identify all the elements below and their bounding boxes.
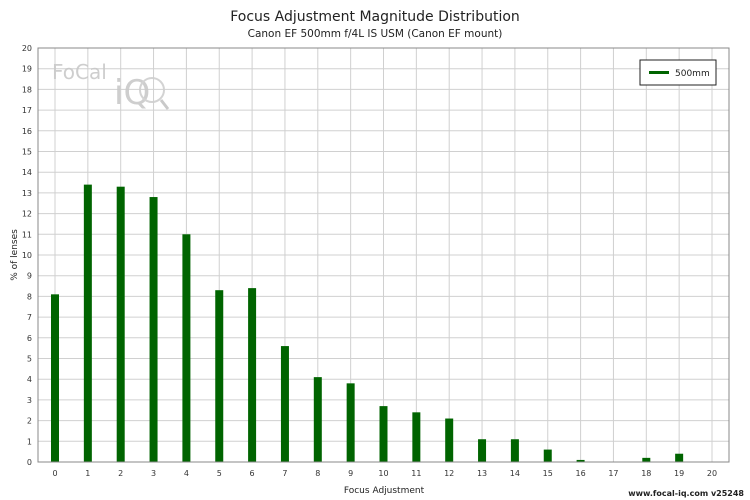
y-tick-label: 18 (22, 85, 32, 94)
bar-19 (675, 453, 684, 462)
y-tick-label: 8 (27, 292, 32, 301)
bar-4 (182, 234, 191, 462)
y-tick-label: 2 (27, 417, 32, 426)
bar-6 (248, 288, 257, 462)
y-tick-label: 15 (22, 148, 32, 157)
bar-8 (313, 377, 322, 462)
y-tick-label: 14 (22, 168, 32, 177)
magnifier-icon (139, 77, 165, 103)
y-tick-label: 6 (27, 334, 32, 343)
chart-subtitle: Canon EF 500mm f/4L IS USM (Canon EF mou… (248, 28, 503, 40)
x-tick-label: 12 (444, 469, 454, 478)
chart-title: Focus Adjustment Magnitude Distribution (230, 9, 520, 25)
y-tick-label: 7 (27, 313, 32, 322)
x-tick-label: 0 (52, 469, 57, 478)
x-tick-label: 17 (608, 469, 618, 478)
y-tick-label: 10 (22, 251, 32, 260)
bar-13 (478, 439, 487, 462)
y-tick-label: 16 (22, 127, 32, 136)
y-tick-label: 20 (22, 44, 32, 53)
y-tick-label: 4 (27, 375, 32, 384)
x-tick-label: 13 (477, 469, 487, 478)
bar-14 (510, 439, 519, 462)
bar-2 (116, 186, 125, 462)
x-tick-label: 14 (510, 469, 520, 478)
bar-12 (445, 418, 454, 462)
legend: 500mm (639, 59, 717, 86)
bar-15 (543, 449, 552, 462)
y-tick-label: 17 (22, 106, 32, 115)
bar-7 (280, 346, 289, 462)
x-tick-label: 16 (576, 469, 586, 478)
bar-11 (412, 412, 421, 462)
y-tick-label: 19 (22, 65, 32, 74)
x-tick-label: 4 (184, 469, 189, 478)
x-tick-label: 15 (543, 469, 553, 478)
bar-3 (149, 197, 158, 463)
x-tick-label: 5 (217, 469, 222, 478)
legend-label: 500mm (675, 69, 710, 79)
watermark-text-top: FoCal (52, 60, 107, 84)
x-tick-label: 10 (378, 469, 388, 478)
x-tick-label: 1 (85, 469, 90, 478)
bar-1 (83, 184, 92, 462)
y-tick-label: 1 (27, 437, 32, 446)
footer-text: www.focal-iq.com v25248 (628, 489, 744, 498)
x-tick-label: 19 (674, 469, 684, 478)
y-axis-label: % of lenses (10, 229, 20, 281)
x-tick-label: 2 (118, 469, 123, 478)
bar-9 (346, 383, 355, 462)
y-tick-label: 11 (22, 230, 32, 239)
y-tick-label: 13 (22, 189, 32, 198)
y-tick-label: 0 (27, 458, 32, 467)
bar-5 (215, 290, 224, 462)
x-tick-label: 20 (707, 469, 717, 478)
bar-0 (51, 294, 59, 462)
bar-16 (576, 459, 585, 462)
x-axis-label: Focus Adjustment (344, 486, 425, 496)
x-tick-labels: 0 1 2 3 4 5 6 7 8 9 10 11 12 13 14 15 16 17 18 19 20 (52, 469, 717, 478)
y-tick-label: 5 (27, 355, 32, 364)
watermark-logo: FoCal iQ (52, 60, 170, 113)
watermark-text-bottom: iQ (114, 73, 150, 113)
plot-frame (37, 47, 730, 463)
y-tick-label: 12 (22, 210, 32, 219)
y-tick-label: 9 (27, 272, 32, 281)
bars (51, 184, 684, 463)
x-tick-label: 8 (315, 469, 320, 478)
magnifier-handle (159, 99, 170, 110)
x-tick-label: 9 (348, 469, 353, 478)
x-tick-label: 3 (151, 469, 156, 478)
x-tick-label: 11 (411, 469, 421, 478)
bar-10 (379, 406, 388, 462)
x-tick-label: 6 (250, 469, 255, 478)
bar-18 (642, 457, 651, 462)
x-tick-label: 7 (282, 469, 287, 478)
x-tick-label: 18 (641, 469, 651, 478)
y-tick-label: 3 (27, 396, 32, 405)
